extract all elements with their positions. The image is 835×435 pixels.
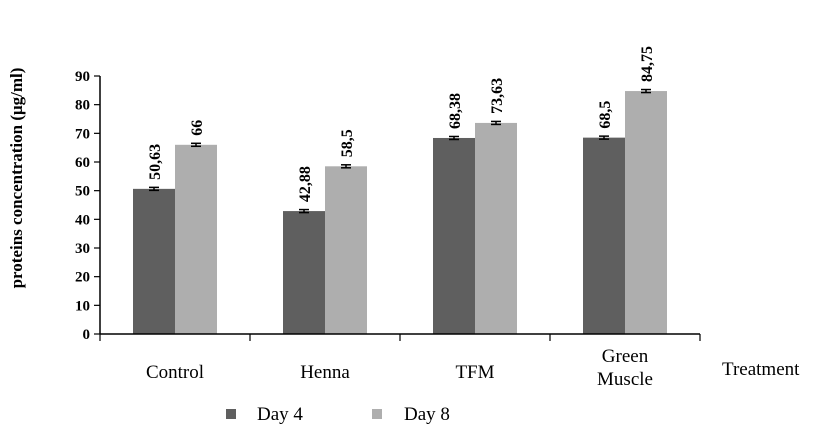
data-label: 84,75 [639,46,656,82]
y-tick-label: 50 [75,184,90,200]
legend-label: Day 8 [404,404,450,425]
y-tick-label: 60 [75,155,90,171]
x-axis-label: Treatment [722,359,800,380]
y-tick-label: 0 [83,327,91,343]
y-axis: 0 10 20 30 40 50 60 70 80 90 [75,69,101,343]
data-label: 68,5 [597,101,614,129]
data-label: 58,5 [339,129,356,157]
category-label-line: Muscle [597,369,653,390]
category-label: TFM [455,362,494,383]
category-label: Green Muscle [597,346,653,390]
data-label: 66 [189,120,206,136]
y-tick-label: 40 [75,212,90,228]
x-axis: Control Henna TFM Green Muscle [99,333,701,390]
bar [433,137,475,334]
bars [133,88,667,334]
legend: Day 4 Day 8 [226,404,450,425]
y-tick-label: 90 [75,69,90,85]
bar [583,137,625,334]
category-label-line: TFM [455,362,494,383]
category-label-line: Control [146,362,204,383]
bar [283,211,325,334]
y-tick-label: 30 [75,241,90,257]
legend-swatch [226,409,236,419]
legend-item: Day 8 [372,404,450,425]
bar [133,188,175,334]
legend-item: Day 4 [226,404,303,425]
category-label: Control [146,362,204,383]
legend-label: Day 4 [257,404,303,425]
y-tick-label: 20 [75,270,90,286]
bar [175,144,217,334]
data-label: 73,63 [489,78,506,114]
category-label: Henna [300,362,350,383]
category-label-line: Henna [300,362,350,383]
bar [325,166,367,334]
data-labels: 50,63 42,88 68,38 68,5 66 58,5 73,63 84,75 [147,46,656,202]
data-label: 68,38 [447,93,464,129]
legend-swatch [372,409,382,419]
bar [625,91,667,334]
y-axis-label: proteins concentration (μg/ml) [7,68,26,289]
y-tick-label: 70 [75,126,90,142]
y-tick-label: 80 [75,98,90,114]
bar [475,122,517,334]
y-tick-label: 10 [75,298,90,314]
data-label: 50,63 [147,144,164,180]
category-label-line: Green [602,346,649,367]
data-label: 42,88 [297,166,314,202]
